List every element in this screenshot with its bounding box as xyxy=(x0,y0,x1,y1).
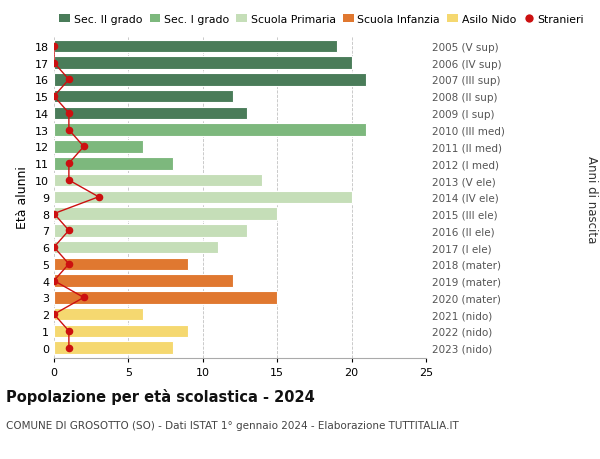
Point xyxy=(64,160,74,168)
Bar xyxy=(54,157,173,170)
Point xyxy=(64,127,74,134)
Point xyxy=(79,144,89,151)
Point xyxy=(49,210,59,218)
Bar xyxy=(54,241,218,254)
Point xyxy=(49,277,59,285)
Bar xyxy=(54,40,337,53)
Legend: Sec. II grado, Sec. I grado, Scuola Primaria, Scuola Infanzia, Asilo Nido, Stran: Sec. II grado, Sec. I grado, Scuola Prim… xyxy=(59,15,584,25)
Bar xyxy=(54,91,233,103)
Point xyxy=(49,60,59,67)
Bar xyxy=(54,124,367,137)
Bar xyxy=(54,174,262,187)
Bar xyxy=(54,308,143,321)
Point xyxy=(49,244,59,251)
Bar xyxy=(54,291,277,304)
Bar xyxy=(54,57,352,70)
Bar xyxy=(54,191,352,204)
Point xyxy=(49,311,59,318)
Point xyxy=(79,294,89,302)
Point xyxy=(64,328,74,335)
Point xyxy=(64,261,74,268)
Y-axis label: Età alunni: Età alunni xyxy=(16,166,29,229)
Bar xyxy=(54,208,277,220)
Point xyxy=(64,77,74,84)
Point xyxy=(94,194,103,201)
Point xyxy=(64,177,74,185)
Bar xyxy=(54,224,247,237)
Bar xyxy=(54,74,367,86)
Point xyxy=(49,43,59,50)
Point xyxy=(64,344,74,352)
Text: Popolazione per età scolastica - 2024: Popolazione per età scolastica - 2024 xyxy=(6,388,315,404)
Bar xyxy=(54,275,233,287)
Bar xyxy=(54,141,143,153)
Bar xyxy=(54,258,188,271)
Point xyxy=(49,93,59,101)
Text: COMUNE DI GROSOTTO (SO) - Dati ISTAT 1° gennaio 2024 - Elaborazione TUTTITALIA.I: COMUNE DI GROSOTTO (SO) - Dati ISTAT 1° … xyxy=(6,420,459,430)
Text: Anni di nascita: Anni di nascita xyxy=(584,156,598,243)
Point xyxy=(64,227,74,235)
Bar xyxy=(54,107,247,120)
Bar xyxy=(54,341,173,354)
Point xyxy=(64,110,74,118)
Bar xyxy=(54,325,188,337)
